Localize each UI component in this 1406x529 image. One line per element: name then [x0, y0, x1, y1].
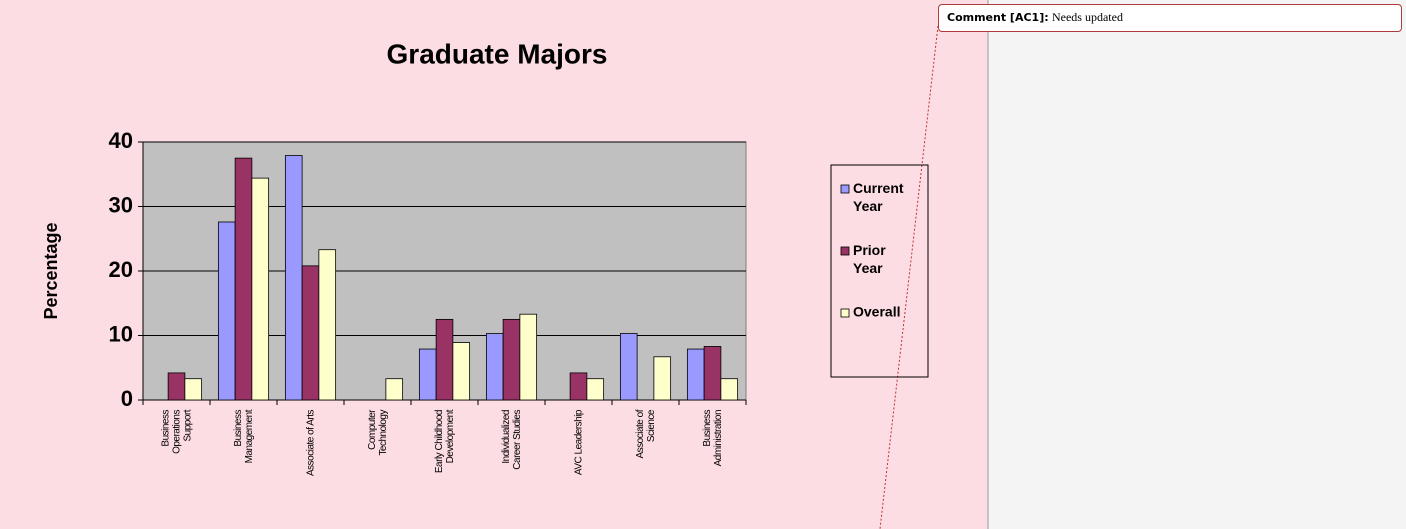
x-tick-label: IndividualizedCareer Studies	[501, 410, 523, 470]
bar	[586, 378, 605, 401]
markup-pane	[988, 0, 1406, 529]
comment-connector	[879, 25, 939, 529]
bar	[686, 348, 705, 401]
legend-swatch	[840, 308, 850, 318]
legend-label: Overall	[853, 304, 900, 320]
bar	[184, 378, 203, 401]
bar	[502, 318, 521, 401]
legend-box	[830, 164, 929, 378]
bar	[418, 348, 437, 401]
y-tick-label: 0	[121, 386, 133, 411]
x-tick-label: AVC Leadership	[573, 409, 584, 475]
x-tick-label: Associate of Arts	[305, 410, 316, 476]
legend-swatch	[840, 184, 850, 194]
bar	[452, 342, 471, 401]
y-tick-label: 40	[109, 128, 133, 153]
bar	[234, 157, 253, 401]
x-tick-label: BusinessManagement	[233, 409, 255, 463]
y-axis-label: Percentage	[41, 222, 61, 319]
chart-title: Graduate Majors	[387, 38, 608, 69]
bar	[251, 177, 270, 401]
y-tick-label: 20	[109, 257, 133, 282]
comment-text: Needs updated	[1051, 10, 1123, 24]
bar	[167, 372, 186, 401]
bar	[653, 356, 672, 401]
legend-label: Current Year	[853, 180, 904, 214]
x-tick-label: ComputerTechnology	[367, 409, 389, 456]
bar	[720, 378, 739, 401]
x-tick-label: BusinessAdministration	[702, 410, 724, 467]
y-tick-label: 30	[109, 192, 133, 217]
x-tick-label: Early ChildhoodDevelopment	[434, 409, 456, 473]
x-tick-label: Associate ofScience	[635, 409, 657, 458]
legend-label: Prior Year	[853, 242, 886, 276]
comment[interactable]: Comment [AC1]: Needs updated	[938, 4, 1402, 32]
bar	[485, 333, 504, 401]
bar	[385, 378, 404, 401]
bar	[318, 249, 337, 401]
y-tick-label: 10	[109, 321, 133, 346]
bar	[301, 265, 320, 401]
bar	[703, 346, 722, 401]
bar	[217, 221, 236, 401]
comment-label: Comment [AC1]:	[947, 11, 1049, 24]
bar	[284, 155, 303, 401]
x-tick-label: BusinessOperationsSupport	[160, 409, 193, 454]
bar	[519, 313, 538, 401]
bar	[569, 372, 588, 401]
bar	[435, 318, 454, 401]
bar	[619, 333, 638, 401]
legend-swatch	[840, 246, 850, 256]
chart: Graduate Majors Percentage 0 10 20 30 40 Busi…	[41, 38, 929, 476]
